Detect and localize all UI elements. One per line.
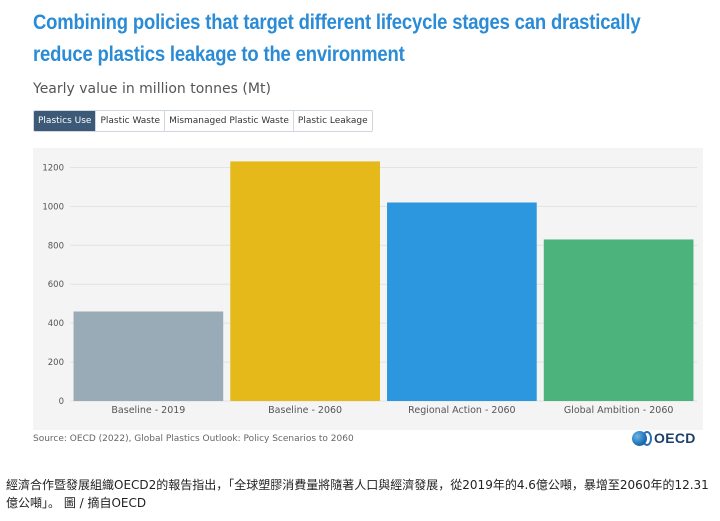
tab-plastic-leakage[interactable]: Plastic Leakage xyxy=(293,111,372,131)
oecd-ring-icon xyxy=(642,430,652,446)
bar[interactable] xyxy=(387,202,537,401)
y-tick-label: 800 xyxy=(48,241,64,251)
y-tick-label: 200 xyxy=(48,358,64,368)
chart-area: 0 200 400 600 800 1000 1200 Baseline - 2019 Base… xyxy=(33,148,703,430)
page-title: Combining policies that target different… xyxy=(33,11,641,66)
x-tick-label: Global Ambition - 2060 xyxy=(564,405,674,416)
y-tick-label: 1000 xyxy=(42,202,64,212)
x-tick-label: Baseline - 2060 xyxy=(268,405,342,416)
metric-tabs: Plastics Use Plastic Waste Mismanaged Pl… xyxy=(33,110,373,132)
y-tick-label: 400 xyxy=(48,319,64,329)
bar-chart: 0 200 400 600 800 1000 1200 Baseline - 2019 Base… xyxy=(42,161,697,416)
oecd-globe-icon xyxy=(632,430,647,446)
x-tick-label: Baseline - 2019 xyxy=(111,405,185,416)
y-tick-label: 1200 xyxy=(42,163,64,173)
oecd-logo: OECD xyxy=(632,430,696,446)
article-caption: 經濟合作暨發展組織OECD2的報告指出，「全球塑膠消費量將隨著人口與經濟發展，從… xyxy=(6,478,709,510)
bar[interactable] xyxy=(230,161,380,401)
chart-subtitle: Yearly value in million tonnes (Mt) xyxy=(33,81,271,97)
source-note: Source: OECD (2022), Global Plastics Out… xyxy=(33,434,354,444)
y-tick-label: 0 xyxy=(59,397,64,407)
tab-plastic-waste[interactable]: Plastic Waste xyxy=(96,111,166,131)
tab-mismanaged-plastic-waste[interactable]: Mismanaged Plastic Waste xyxy=(165,111,294,131)
x-tick-label: Regional Action - 2060 xyxy=(408,405,515,416)
bar[interactable] xyxy=(543,239,694,401)
oecd-logo-text: OECD xyxy=(654,430,696,446)
tab-plastics-use[interactable]: Plastics Use xyxy=(34,111,97,131)
y-tick-label: 600 xyxy=(48,280,64,290)
bar[interactable] xyxy=(73,311,224,401)
